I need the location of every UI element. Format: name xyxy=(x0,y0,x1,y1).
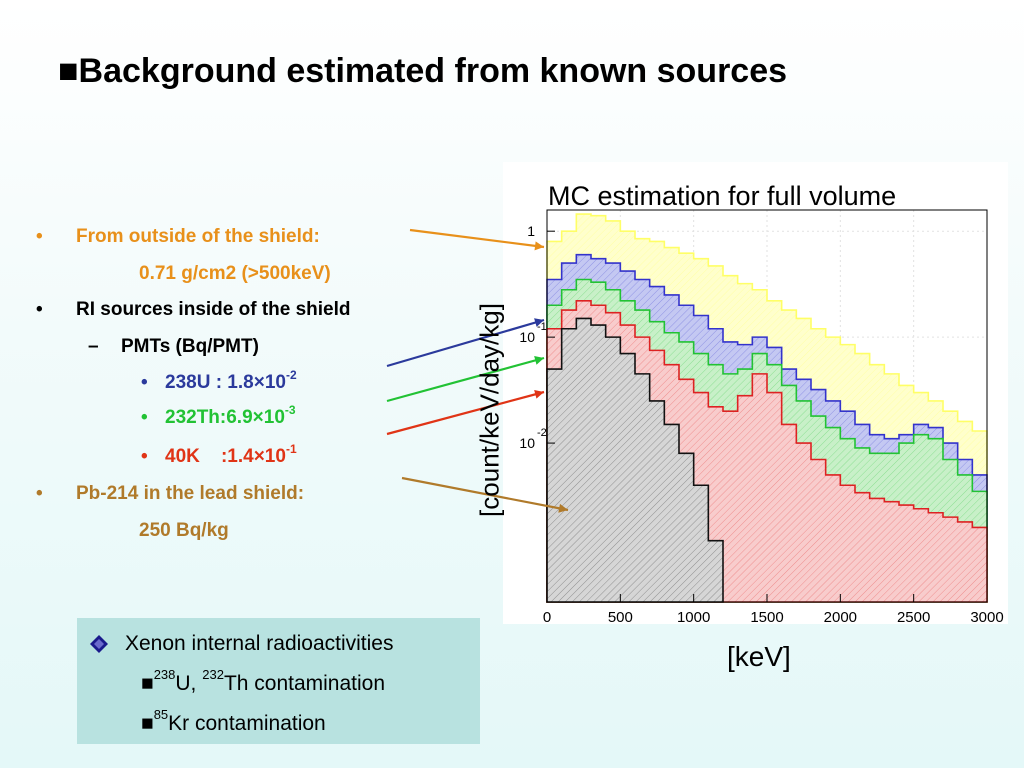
bullet-dot: • xyxy=(141,372,148,393)
arrow-th232-head xyxy=(534,356,544,365)
bullet-dot: • xyxy=(141,407,148,428)
diamond-bullet-icon xyxy=(90,635,108,653)
chart-title: MC estimation for full volume xyxy=(548,181,897,211)
k40-activity: 40K :1.4×10-1 xyxy=(165,442,297,467)
x-tick-label: 500 xyxy=(608,609,633,626)
u-th-contamination: ■238U, 232Th contamination xyxy=(141,667,386,695)
dash-marker: – xyxy=(88,336,99,357)
x-tick-label: 0 xyxy=(543,609,551,626)
y-tick-label: 10 xyxy=(519,435,535,451)
kr-contamination: ■85Kr contamination xyxy=(141,707,326,735)
bullet-dot: • xyxy=(141,446,148,467)
x-axis-label: [keV] xyxy=(727,641,791,672)
slide-title: ■Background estimated from known sources xyxy=(58,52,788,90)
bullet-dot: • xyxy=(36,483,43,504)
outside-shield-value: 0.71 g/cm2 (>500keV) xyxy=(139,263,331,284)
xenon-box-heading: Xenon internal radioactivities xyxy=(125,632,394,655)
x-tick-label: 1000 xyxy=(677,609,710,626)
y-axis-label: [count/keV/day/kg] xyxy=(474,303,505,517)
arrow-th232 xyxy=(386,356,545,403)
y-tick-label: 10 xyxy=(519,329,535,345)
th232-activity: 232Th:6.9×10-3 xyxy=(165,403,296,428)
bullet-dot: • xyxy=(36,299,43,320)
pb214-label: Pb-214 in the lead shield: xyxy=(76,483,305,504)
arrow-pb214 xyxy=(401,476,569,512)
x-tick-label: 3000 xyxy=(970,609,1003,626)
arrow-k40 xyxy=(386,390,545,436)
arrow-outside-shield xyxy=(409,228,545,249)
x-tick-label: 1500 xyxy=(750,609,783,626)
y-tick-exponent: -1 xyxy=(537,321,547,333)
pmts-label: PMTs (Bq/PMT) xyxy=(121,336,259,357)
x-tick-label: 2000 xyxy=(824,609,857,626)
arrow-pb214-head xyxy=(558,503,568,513)
x-tick-label: 2500 xyxy=(897,609,930,626)
y-tick-exponent: -2 xyxy=(537,427,547,439)
outside-shield-label: From outside of the shield: xyxy=(76,226,320,247)
spectrum-series-4 xyxy=(546,317,724,603)
pb214-value: 250 Bq/kg xyxy=(139,520,229,541)
u238-activity: 238U : 1.8×10-2 xyxy=(165,368,297,393)
xenon-info-box: Xenon internal radioactivities ■238U, 23… xyxy=(77,618,480,744)
arrow-outside-shield-head xyxy=(534,241,544,251)
arrow-u238-head xyxy=(534,318,544,327)
ri-sources-label: RI sources inside of the shield xyxy=(76,299,351,320)
arrow-u238 xyxy=(386,318,545,368)
arrow-k40-head xyxy=(534,389,544,399)
bullet-dot: • xyxy=(36,226,43,247)
y-tick-label: 1 xyxy=(527,223,535,239)
